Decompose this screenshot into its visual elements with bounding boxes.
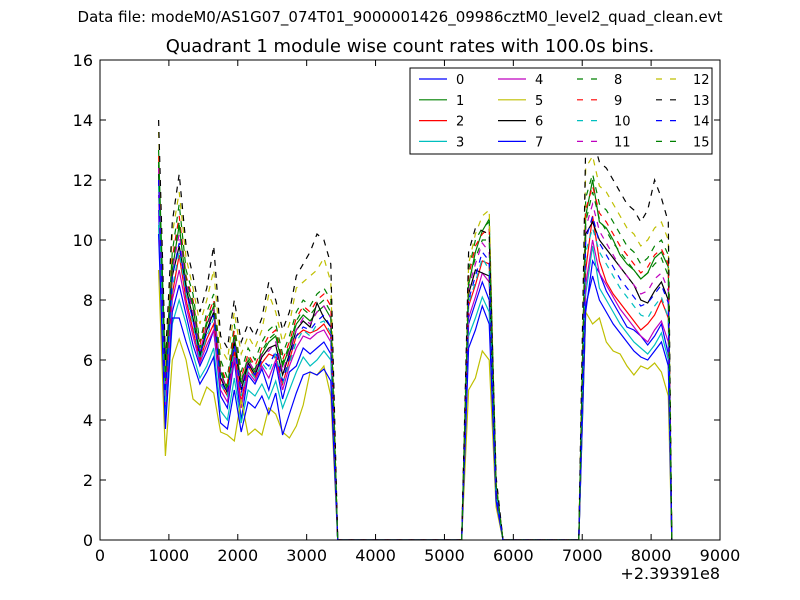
series-line-10 bbox=[158, 185, 673, 540]
legend-label-2: 2 bbox=[456, 115, 464, 130]
legend-label-13: 13 bbox=[693, 94, 710, 109]
x-axis: 0 1000 2000 3000 4000 5000 6000 7000 8000 9000 bbox=[95, 60, 740, 565]
series-line-3 bbox=[158, 224, 673, 540]
y-tick-label: 12 bbox=[73, 171, 93, 190]
y-tick-label: 2 bbox=[83, 471, 93, 490]
legend-label-1: 1 bbox=[456, 94, 464, 109]
x-tick-label: 0 bbox=[95, 546, 105, 565]
legend-label-9: 9 bbox=[614, 94, 622, 109]
legend-label-3: 3 bbox=[456, 135, 464, 150]
legend-box bbox=[409, 67, 713, 155]
chart-title: Quadrant 1 module wise count rates with … bbox=[165, 36, 655, 57]
series-line-14 bbox=[158, 179, 673, 540]
legend-label-14: 14 bbox=[693, 115, 710, 130]
series-line-1 bbox=[158, 164, 673, 540]
y-tick-label: 6 bbox=[83, 351, 93, 370]
y-tick-label: 10 bbox=[73, 231, 93, 250]
x-tick-label: 4000 bbox=[355, 546, 396, 565]
series-line-7 bbox=[158, 233, 673, 540]
y-tick-label: 16 bbox=[73, 51, 93, 70]
legend-label-7: 7 bbox=[535, 135, 543, 150]
series-line-0 bbox=[158, 209, 673, 540]
x-tick-label: 9000 bbox=[700, 546, 741, 565]
plot-lines bbox=[158, 119, 673, 540]
series-line-13 bbox=[158, 119, 673, 540]
legend-label-12: 12 bbox=[693, 73, 710, 88]
legend-label-6: 6 bbox=[535, 115, 543, 130]
x-tick-label: 7000 bbox=[562, 546, 603, 565]
legend-label-4: 4 bbox=[535, 73, 543, 88]
x-offset-label: +2.39391e8 bbox=[620, 564, 720, 583]
x-tick-label: 6000 bbox=[493, 546, 534, 565]
series-line-11 bbox=[158, 167, 673, 540]
legend-label-0: 0 bbox=[456, 73, 464, 88]
series-line-8 bbox=[158, 149, 673, 540]
figure-suptitle: Data file: modeM0/AS1G07_074T01_90000014… bbox=[77, 8, 723, 26]
x-tick-label: 5000 bbox=[424, 546, 465, 565]
legend-label-11: 11 bbox=[614, 135, 631, 150]
y-tick-label: 4 bbox=[83, 411, 93, 430]
x-tick-label: 1000 bbox=[149, 546, 190, 565]
legend-label-15: 15 bbox=[693, 135, 710, 150]
legend-label-10: 10 bbox=[614, 115, 631, 130]
legend-label-8: 8 bbox=[614, 73, 622, 88]
series-line-4 bbox=[158, 194, 673, 540]
y-tick-label: 8 bbox=[83, 291, 93, 310]
legend-label-5: 5 bbox=[535, 94, 543, 109]
x-tick-label: 3000 bbox=[286, 546, 327, 565]
series-line-12 bbox=[158, 131, 673, 540]
y-tick-label: 0 bbox=[83, 531, 93, 550]
y-tick-label: 14 bbox=[73, 111, 93, 130]
x-tick-label: 8000 bbox=[631, 546, 672, 565]
x-tick-label: 2000 bbox=[217, 546, 258, 565]
series-line-6 bbox=[158, 173, 673, 540]
